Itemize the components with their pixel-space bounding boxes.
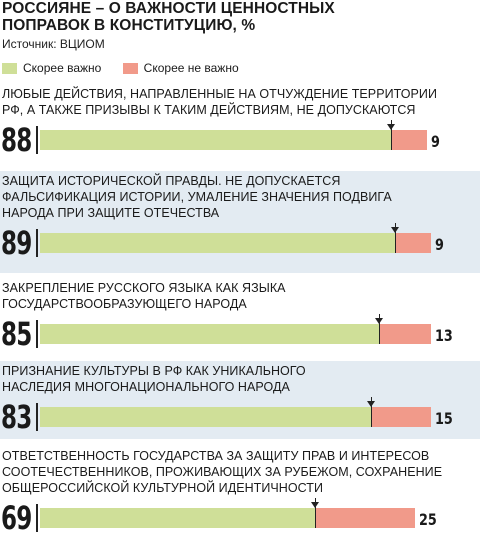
value-label-important: 88	[1, 121, 32, 159]
category-label: ОТВЕТСТВЕННОСТЬ ГОСУДАРСТВА ЗА ЗАЩИТУ ПР…	[2, 448, 476, 496]
bar-baseline	[36, 229, 38, 257]
category-label-line: РФ, А ТАКЖЕ ПРИЗЫВЫ К ТАКИМ ДЕЙСТВИЯМ, Н…	[2, 103, 416, 117]
value-label-not-important: 15	[435, 409, 453, 428]
category-label-line: ОТВЕТСТВЕННОСТЬ ГОСУДАРСТВА ЗА ЗАЩИТУ ПР…	[2, 449, 430, 463]
legend-item-important: Скорее важно	[2, 61, 101, 75]
category-label-line: ГОСУДАРСТВООБРАЗУЮЩЕГО НАРОДА	[2, 297, 247, 311]
value-label-not-important: 9	[431, 132, 440, 151]
category-label: ЛЮБЫЕ ДЕЙСТВИЯ, НАПРАВЛЕННЫЕ НА ОТЧУЖДЕН…	[2, 86, 476, 118]
boundary-tick	[370, 397, 372, 427]
source-note: Источник: ВЦИОМ	[2, 37, 105, 51]
boundary-tick	[390, 120, 392, 150]
category-label: ЗАКРЕПЛЕНИЕ РУССКОГО ЯЗЫКА КАК ЯЗЫКА ГОСУ…	[2, 280, 476, 312]
boundary-arrow	[391, 227, 400, 233]
bar-important	[40, 407, 372, 427]
bar-baseline	[36, 403, 38, 431]
bar-not-important	[395, 233, 432, 253]
boundary-arrow	[367, 401, 376, 407]
bar-baseline	[36, 320, 38, 348]
legend-item-not-important: Скорее не важно	[122, 61, 239, 75]
category-label: ЗАЩИТА ИСТОРИЧЕСКОЙ ПРАВДЫ. НЕ ДОПУСКАЕТ…	[2, 173, 476, 221]
chart-row: ПРИЗНАНИЕ КУЛЬТУРЫ В РФ КАК УНИКАЛЬНОГО Н…	[0, 361, 480, 439]
value-label-important: 89	[1, 224, 32, 262]
category-label-line: НАРОДА ПРИ ЗАЩИТЕ ОТЕЧЕСТВА	[2, 206, 220, 220]
value-label-not-important: 13	[435, 326, 453, 345]
chart-row: ЗАЩИТА ИСТОРИЧЕСКОЙ ПРАВДЫ. НЕ ДОПУСКАЕТ…	[0, 171, 480, 273]
legend-label-not-important: Скорее не важно	[143, 61, 239, 75]
category-label-line: ЗАЩИТА ИСТОРИЧЕСКОЙ ПРАВДЫ. НЕ ДОПУСКАЕТ…	[2, 174, 341, 188]
category-label-line: ОБЩЕРОССИЙСКОЙ КУЛЬТУРНОЙ ИДЕНТИЧНОСТИ	[2, 481, 324, 495]
chart-row: ОТВЕТСТВЕННОСТЬ ГОСУДАРСТВА ЗА ЗАЩИТУ ПР…	[0, 446, 480, 549]
bar-important	[40, 233, 396, 253]
value-label-important: 69	[1, 499, 32, 537]
chart-title: РОССИЯНЕ – О ВАЖНОСТИ ЦЕННОСТНЫХ ПОПРАВО…	[2, 0, 472, 34]
bar-not-important	[315, 508, 416, 528]
bar-not-important	[371, 407, 431, 427]
category-label-line: ЛЮБЫЕ ДЕЙСТВИЯ, НАПРАВЛЕННЫЕ НА ОТЧУЖДЕН…	[2, 87, 437, 101]
legend-swatch-not-important	[122, 62, 138, 74]
category-label-line: НАСЛЕДИЯ МНОГОНАЦИОНАЛЬНОГО НАРОДА	[2, 380, 290, 394]
category-label-line: ФАЛЬСИФИКАЦИЯ ИСТОРИИ, УМАЛЕНИЕ ЗНАЧЕНИЯ…	[2, 190, 392, 204]
boundary-tick	[314, 498, 316, 528]
chart-row: ЛЮБЫЕ ДЕЙСТВИЯ, НАПРАВЛЕННЫЕ НА ОТЧУЖДЕН…	[0, 84, 480, 163]
bar-important	[40, 508, 316, 528]
boundary-arrow	[387, 124, 396, 130]
legend-label-important: Скорее важно	[23, 61, 102, 75]
bar-important	[40, 130, 392, 150]
bar-important	[40, 324, 380, 344]
legend: Скорее важно Скорее не важно	[2, 61, 257, 77]
chart-row: ЗАКРЕПЛЕНИЕ РУССКОГО ЯЗЫКА КАК ЯЗЫКА ГОСУ…	[0, 278, 480, 357]
bar-baseline	[36, 504, 38, 532]
boundary-tick	[378, 314, 380, 344]
category-label-line: ПРИЗНАНИЕ КУЛЬТУРЫ В РФ КАК УНИКАЛЬНОГО	[2, 364, 306, 378]
value-label-not-important: 9	[435, 235, 444, 254]
value-label-important: 83	[1, 398, 32, 436]
boundary-arrow	[375, 318, 384, 324]
boundary-tick	[394, 223, 396, 253]
chart-title-line-2: ПОПРАВОК В КОНСТИТУЦИЮ, %	[2, 17, 256, 34]
bar-not-important	[391, 130, 428, 150]
category-label: ПРИЗНАНИЕ КУЛЬТУРЫ В РФ КАК УНИКАЛЬНОГО Н…	[2, 363, 476, 395]
value-label-not-important: 25	[419, 510, 437, 529]
bar-not-important	[379, 324, 431, 344]
legend-swatch-important	[2, 62, 17, 74]
category-label-line: ЗАКРЕПЛЕНИЕ РУССКОГО ЯЗЫКА КАК ЯЗЫКА	[2, 281, 286, 295]
value-label-important: 85	[1, 315, 32, 353]
category-label-line: СООТЕЧЕСТВЕННИКОВ, ПРОЖИВАЮЩИХ ЗА РУБЕЖО…	[2, 465, 443, 479]
chart-title-line-1: РОССИЯНЕ – О ВАЖНОСТИ ЦЕННОСТНЫХ	[2, 0, 335, 17]
bar-baseline	[36, 126, 38, 154]
boundary-arrow	[311, 502, 320, 508]
